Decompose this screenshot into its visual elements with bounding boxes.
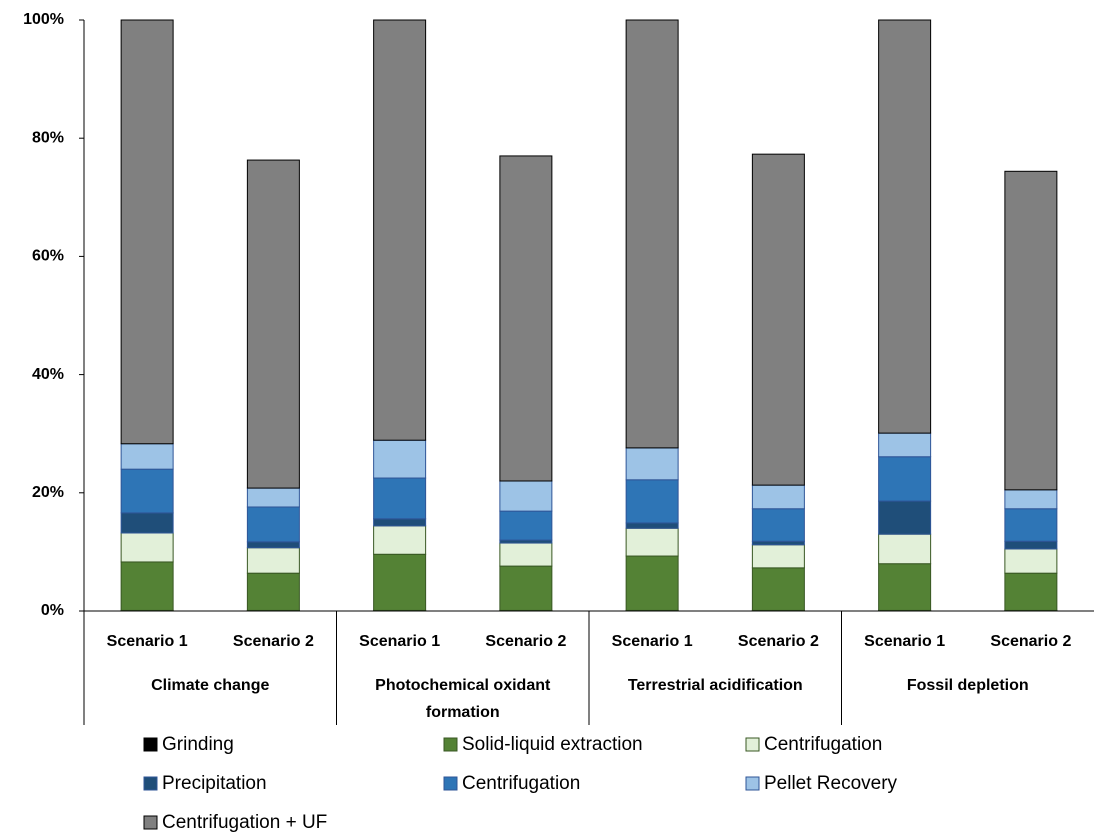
legend-swatch (143, 815, 158, 830)
y-tick-label: 20% (32, 484, 64, 501)
bar-segment (1004, 572, 1058, 611)
bar-segment (246, 572, 300, 611)
bar-segment (878, 563, 932, 611)
y-tick-label: 80% (32, 129, 64, 146)
x-tick-label: Scenario 2 (738, 633, 819, 650)
legend-swatch (745, 776, 760, 791)
bar-segment (1004, 548, 1058, 574)
bar-segment (878, 19, 932, 434)
bar-segment (625, 527, 679, 557)
bar-segment (499, 542, 553, 567)
bar-segment (1004, 489, 1058, 510)
bar-segment (246, 541, 300, 549)
y-tick-label: 40% (32, 366, 64, 383)
bar-segment (499, 510, 553, 541)
bar-segment (751, 544, 805, 569)
bar-segment (499, 155, 553, 482)
bar-segment (373, 439, 427, 479)
legend-label: Solid-liquid extraction (462, 734, 643, 755)
group-label: Terrestrial acidification (627, 677, 803, 694)
bar-segment (751, 540, 805, 546)
legend-label: Centrifugation (462, 773, 580, 794)
bar-segment (625, 447, 679, 481)
legend-label: Precipitation (162, 773, 267, 794)
bar-segment (246, 547, 300, 574)
legend-swatch (143, 737, 158, 752)
legend-swatch (745, 737, 760, 752)
legend-label: Centrifugation (764, 734, 882, 755)
bar-segment (878, 432, 932, 458)
bar-segment (625, 19, 679, 449)
bar-segment (373, 525, 427, 555)
y-tick-label: 60% (32, 248, 64, 265)
bar-segment (878, 500, 932, 535)
y-tick-label: 0% (41, 602, 64, 619)
legend-swatch (443, 737, 458, 752)
bar-segment (751, 567, 805, 611)
legend-label: Pellet Recovery (764, 773, 898, 794)
legend-label: Centrifugation + UF (162, 812, 327, 833)
bar-segment (878, 533, 932, 565)
bar-segment (1004, 540, 1058, 550)
bar-segment (246, 487, 300, 508)
bar-segment (120, 468, 174, 514)
y-tick-label: 100% (23, 11, 64, 28)
bar-segment (246, 506, 300, 543)
bar-segment (373, 19, 427, 441)
bar-segment (120, 532, 174, 563)
bar-segment (373, 477, 427, 520)
group-label: Photochemical oxidant formation (375, 677, 551, 721)
x-tick-label: Scenario 1 (359, 633, 440, 650)
group-label: Fossil depletion (906, 677, 1029, 694)
bar-segment (120, 561, 174, 611)
bar-segment (625, 555, 679, 611)
bar-segment (373, 518, 427, 527)
bar-segment (878, 456, 932, 502)
bar-segment (625, 479, 679, 524)
bar-segment (499, 565, 553, 611)
bar-segment (120, 512, 174, 534)
bar-segment (246, 159, 300, 489)
x-tick-label: Scenario 1 (864, 633, 945, 650)
x-tick-label: Scenario 1 (612, 633, 693, 650)
legend-label: Grinding (162, 734, 234, 755)
bar-segment (120, 19, 174, 445)
bar-segment (1004, 170, 1058, 491)
x-tick-label: Scenario 2 (233, 633, 314, 650)
x-tick-label: Scenario 1 (107, 633, 188, 650)
bar-segment (499, 480, 553, 512)
bar-segment (751, 508, 805, 542)
legend-swatch (443, 776, 458, 791)
bar-segment (625, 522, 679, 529)
bar-segment (373, 553, 427, 611)
legend-swatch (143, 776, 158, 791)
x-tick-label: Scenario 2 (990, 633, 1071, 650)
x-tick-label: Scenario 2 (485, 633, 566, 650)
bar-segment (1004, 508, 1058, 542)
bar-segment (751, 484, 805, 510)
bar-segment (751, 153, 805, 486)
bar-segment (120, 443, 174, 470)
group-label: Climate change (151, 677, 270, 694)
